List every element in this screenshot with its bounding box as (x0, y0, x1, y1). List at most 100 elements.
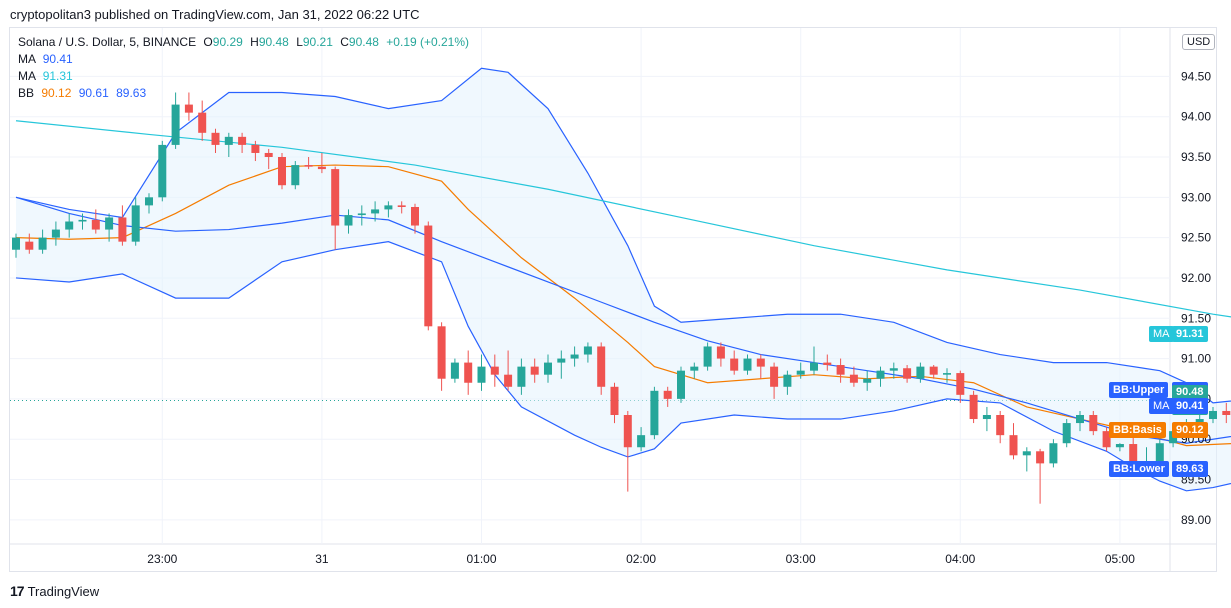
candle-body (450, 362, 459, 379)
candle (796, 362, 805, 379)
candle-body (783, 374, 792, 387)
price-tag-label: BB:Upper (1109, 382, 1169, 398)
price-axis: 89.0089.5090.0090.5091.0091.5092.0092.50… (1181, 69, 1211, 526)
candle-body (384, 205, 393, 210)
price-tag-label: MA (1149, 398, 1174, 415)
candle-body (1222, 410, 1231, 415)
candle-body (903, 368, 912, 379)
candle (105, 213, 114, 242)
candle-body (184, 104, 193, 113)
moving-averages (15, 67, 1231, 492)
candle-body (490, 366, 499, 375)
candle-body (982, 415, 991, 420)
candle-body (1102, 431, 1111, 448)
candle-body (943, 373, 951, 375)
price-tag-value: 91.31 (1172, 325, 1208, 342)
candle (956, 370, 965, 403)
time-tick-label: 03:00 (786, 552, 816, 566)
candle-body (956, 373, 965, 395)
price-tick-label: 94.50 (1181, 69, 1211, 83)
candle-body (849, 374, 858, 383)
price-tag-value: 90.41 (1172, 398, 1208, 415)
candle-body (145, 197, 153, 206)
candle (238, 132, 247, 153)
bb-lower-line (15, 241, 1231, 492)
price-tick-label: 91.50 (1181, 311, 1211, 325)
price-tick-label: 94.00 (1181, 110, 1211, 124)
candle (903, 365, 912, 383)
candle-body (1022, 451, 1031, 456)
low-value: 90.21 (302, 35, 333, 49)
bb-fill-area (16, 68, 1231, 491)
candle (982, 406, 991, 432)
candle (78, 213, 87, 230)
candle-body (1089, 415, 1098, 432)
candle (278, 152, 286, 190)
candle-body (1209, 410, 1217, 420)
candle-body (570, 354, 579, 359)
candle (131, 197, 140, 246)
candle (783, 370, 792, 395)
candle (490, 354, 499, 387)
candle (610, 382, 619, 424)
candle (677, 366, 685, 403)
candle (304, 157, 313, 170)
candle-body (437, 326, 446, 379)
candle-body (12, 237, 20, 250)
candle (397, 201, 406, 214)
open-label: O (203, 35, 213, 49)
candle (810, 346, 818, 375)
price-tag-label: BB:Basis (1109, 421, 1166, 438)
candle (145, 193, 153, 214)
candle-body (756, 358, 765, 367)
candle (184, 92, 193, 121)
candle-body (610, 386, 619, 415)
candle (450, 358, 459, 383)
candle-body (238, 136, 247, 145)
candle-body (78, 219, 87, 222)
candle-body (650, 390, 659, 436)
candle (597, 342, 606, 395)
bb-lower-value: 89.63 (116, 86, 147, 100)
ma1-row[interactable]: MA 90.41 (18, 51, 469, 68)
high-label: H (250, 35, 259, 49)
bb-basis-value: 90.12 (41, 86, 72, 100)
candle-body (996, 415, 1005, 436)
currency-button[interactable]: USD (1182, 34, 1216, 50)
candle (663, 386, 672, 407)
candle-body (969, 394, 978, 420)
candle-body (504, 374, 513, 387)
candle (211, 128, 220, 153)
candle-body (929, 366, 938, 375)
price-tick-label: 89.00 (1181, 513, 1211, 527)
candle-body (211, 132, 220, 145)
candle-body (530, 366, 539, 375)
candle-body (663, 390, 672, 399)
candle (1209, 406, 1217, 424)
candle (1076, 410, 1084, 432)
candle-body (1009, 435, 1018, 456)
ma-slow-line (15, 120, 1231, 318)
candle (690, 362, 699, 379)
candle-body (464, 362, 473, 383)
candle-body (118, 217, 127, 242)
ma1-label: MA (18, 52, 36, 66)
candle (1102, 427, 1111, 452)
bb-row[interactable]: BB 90.12 90.61 89.63 (18, 85, 469, 102)
candle (849, 366, 858, 387)
tradingview-logo[interactable]: 17 TradingView (10, 583, 99, 599)
candle (317, 152, 326, 174)
candle (91, 209, 100, 234)
candle (464, 350, 473, 395)
candle (504, 350, 513, 391)
ma2-label: MA (18, 69, 36, 83)
open-value: 90.29 (212, 35, 243, 49)
candle (198, 100, 207, 141)
candle-body (889, 368, 898, 371)
candle-body (158, 144, 167, 198)
ma2-row[interactable]: MA 91.31 (18, 68, 469, 85)
candle (344, 209, 353, 234)
candle-body (836, 365, 845, 375)
